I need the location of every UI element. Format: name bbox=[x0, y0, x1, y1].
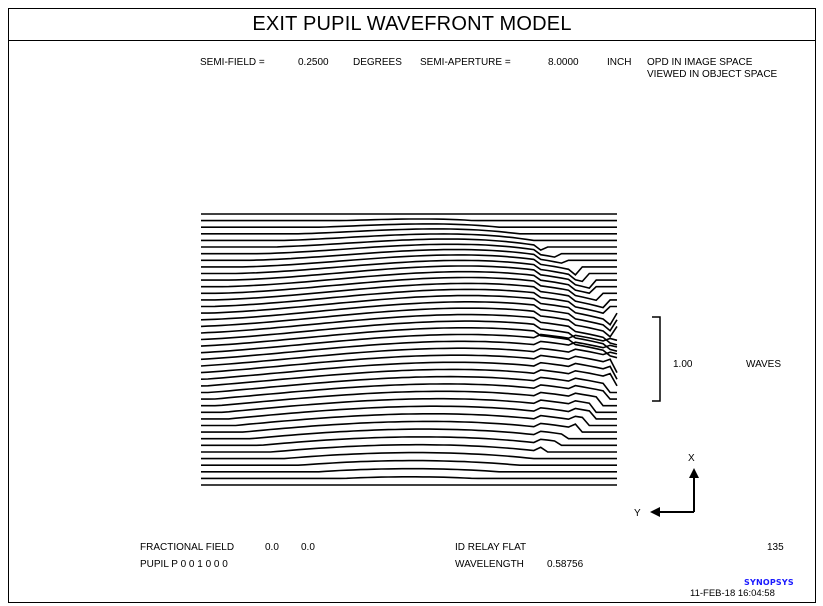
plot-frame bbox=[8, 8, 816, 603]
wavefront-profile-line bbox=[200, 300, 618, 332]
wavefront-profile-line bbox=[201, 383, 617, 400]
semi-field-unit: DEGREES bbox=[353, 57, 402, 68]
wavefront-profile-line bbox=[200, 340, 618, 361]
wavefront-profile-line bbox=[201, 223, 617, 228]
wavefront-profile-line bbox=[201, 451, 617, 460]
wavefront-profile-line bbox=[201, 428, 617, 440]
wavefront-profile-line bbox=[201, 294, 618, 327]
wavefront-profile-line bbox=[201, 397, 617, 414]
wavelength-value: 0.58756 bbox=[547, 559, 584, 570]
wavefront-profile-line bbox=[201, 218, 617, 222]
wavefront-profile-line bbox=[201, 436, 617, 447]
wavefront-profile-line bbox=[200, 354, 618, 374]
semi-field-value: 0.2500 bbox=[298, 57, 329, 68]
wavefront-profile-line bbox=[201, 228, 617, 235]
scale-unit: WAVES bbox=[746, 359, 782, 370]
wavefront-profile-line bbox=[200, 313, 618, 346]
date-time: 11-FEB-18 16:04:58 bbox=[690, 588, 775, 599]
wavefront-profile-line bbox=[201, 254, 617, 277]
wavefront-profile-line bbox=[201, 443, 617, 453]
opd-space-note: OPD IN IMAGE SPACE bbox=[647, 57, 753, 68]
fractional-field-x: 0.0 bbox=[265, 542, 279, 553]
plot-number: 135 bbox=[767, 542, 784, 553]
wavefront-profile-line bbox=[201, 276, 617, 302]
x-axis-arrowhead bbox=[689, 468, 699, 478]
wavefront-profile-line bbox=[201, 243, 617, 258]
scale-bar bbox=[652, 316, 661, 402]
wavefront-profile-line bbox=[200, 333, 618, 354]
scale-value: 1.00 bbox=[673, 359, 693, 370]
semi-aperture-value: 8.0000 bbox=[548, 57, 579, 68]
wavefront-profile-line bbox=[201, 259, 617, 283]
wavefront-profile-line bbox=[200, 347, 618, 367]
wavefront-profile-line bbox=[201, 467, 617, 473]
wavefront-lines bbox=[200, 213, 618, 486]
y-axis-arrowhead bbox=[650, 507, 660, 517]
wavefront-profile-line bbox=[200, 368, 618, 387]
wavefront-profile-line bbox=[201, 233, 617, 242]
axis-indicator bbox=[650, 468, 699, 517]
wavefront-profile-line bbox=[201, 390, 617, 407]
wavefront-profile-line bbox=[201, 420, 617, 433]
wavefront-profile-line bbox=[201, 459, 617, 467]
page-title: EXIT PUPIL WAVEFRONT MODEL bbox=[8, 8, 816, 41]
semi-field-label: SEMI-FIELD = bbox=[200, 57, 265, 68]
wavefront-profile-line bbox=[201, 288, 617, 315]
semi-aperture-label: SEMI-APERTURE = bbox=[420, 57, 511, 68]
wavefront-profile-line bbox=[201, 270, 617, 295]
wavefront-profile-line bbox=[201, 375, 617, 394]
wavefront-profile-line bbox=[201, 412, 617, 427]
wavefront-profile-line bbox=[201, 282, 617, 309]
synopsys-logo: SYNOPSYS bbox=[744, 578, 794, 587]
wavefront-profile-line bbox=[200, 307, 618, 338]
pupil-label: PUPIL P 0 0 1 0 0 0 bbox=[140, 559, 228, 570]
wavefront-profile-line bbox=[201, 475, 617, 480]
wavefront-profile-line bbox=[201, 405, 617, 420]
system-name: ID RELAY FLAT bbox=[455, 542, 527, 553]
wavefront-profile-line bbox=[200, 320, 618, 352]
viewed-space-note: VIEWED IN OBJECT SPACE bbox=[647, 69, 778, 80]
wavelength-label: WAVELENGTH bbox=[455, 559, 524, 570]
wavefront-profile-line bbox=[201, 238, 617, 252]
y-axis-label: Y bbox=[634, 508, 641, 519]
x-axis-label: X bbox=[688, 453, 695, 464]
wavefront-profile-line bbox=[200, 326, 618, 359]
fractional-field-y: 0.0 bbox=[301, 542, 315, 553]
semi-aperture-unit: INCH bbox=[607, 57, 632, 68]
wavefront-profile-line bbox=[201, 248, 617, 264]
fractional-field-label: FRACTIONAL FIELD bbox=[140, 542, 235, 553]
scale-bracket bbox=[652, 316, 661, 402]
wavefront-profile-line bbox=[201, 265, 617, 289]
wavefront-profile-line bbox=[200, 361, 618, 380]
